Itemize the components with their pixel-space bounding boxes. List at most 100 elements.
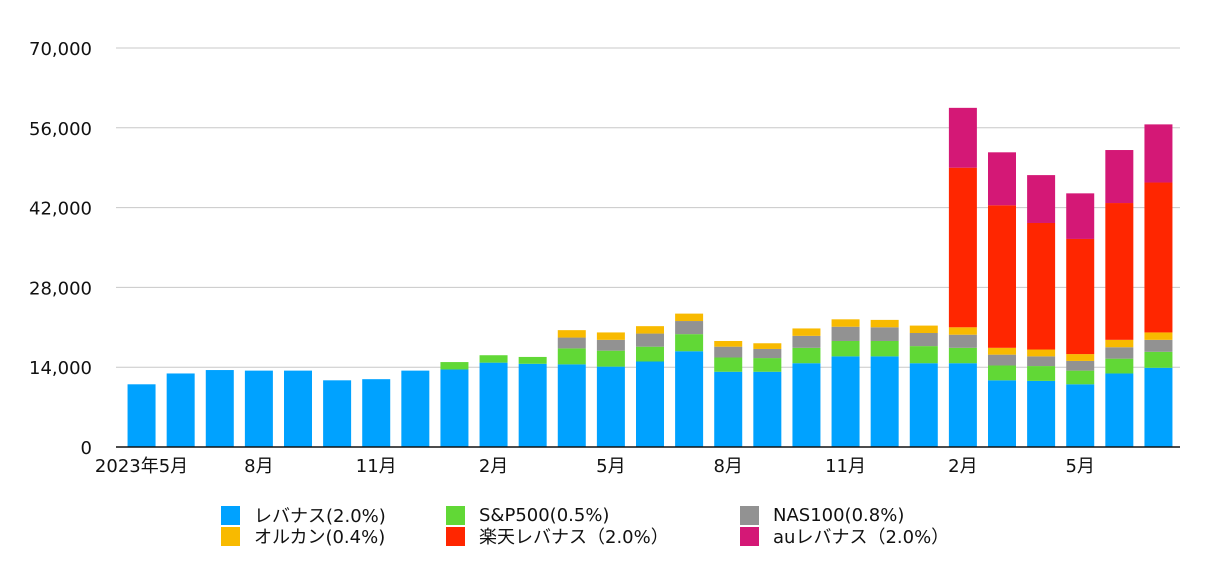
bar-segment-series-0 (909, 363, 938, 447)
x-tick-label: 8月 (244, 456, 273, 477)
bar-segment-series-0 (244, 370, 273, 447)
bar-segment-series-2 (596, 339, 625, 351)
bar-segment-series-1 (518, 356, 547, 364)
bar-segment-series-3 (909, 325, 938, 333)
bar-segment-series-2 (636, 333, 664, 347)
bar-segment-series-2 (753, 348, 782, 359)
y-axis-tick-labels: 0 14,000 28,000 42,000 56,000 70,000 (29, 39, 92, 459)
x-tick-label: 2023年5月 (95, 456, 188, 477)
bar-segment-series-2 (1105, 347, 1134, 359)
bar-segment-series-0 (362, 379, 391, 447)
bar-segment-series-1 (988, 365, 1016, 381)
y-tick-label: 56,000 (29, 119, 92, 140)
gridlines (116, 47, 1180, 368)
bar-segment-series-3 (870, 319, 899, 328)
bar-segment-series-3 (792, 328, 821, 336)
x-tick-label: 11月 (356, 456, 397, 477)
x-tick-label: 5月 (1065, 456, 1094, 477)
bar-segment-series-0 (596, 366, 625, 447)
bar-segment-series-5 (1144, 124, 1173, 183)
bar-segment-series-4 (1105, 203, 1134, 340)
bar-segment-series-4 (948, 167, 977, 328)
bar-segment-series-2 (1027, 356, 1056, 367)
x-tick-label: 8月 (713, 456, 742, 477)
bar-segment-series-0 (1105, 373, 1134, 447)
bar-segment-series-5 (948, 107, 977, 168)
bar-segment-series-1 (714, 357, 743, 372)
bar-segment-series-3 (1066, 354, 1095, 361)
y-tick-label: 28,000 (29, 278, 92, 299)
y-tick-label: 0 (81, 438, 92, 459)
bar-segment-series-2 (557, 337, 586, 349)
bar-segment-series-2 (792, 335, 821, 348)
bar-segment-series-0 (557, 364, 586, 447)
bar-segment-series-2 (714, 346, 743, 358)
bar-segment-series-4 (988, 205, 1016, 348)
bar-segment-series-0 (792, 363, 821, 447)
x-tick-label: 2月 (948, 456, 977, 477)
bar-segment-series-3 (753, 343, 782, 349)
bar-segment-series-2 (988, 354, 1016, 366)
bar-segment-series-1 (870, 340, 899, 357)
bar-segment-series-3 (675, 313, 704, 322)
bar-segment-series-0 (284, 370, 312, 447)
bar-segment-series-0 (948, 363, 977, 447)
bar-segment-series-5 (988, 152, 1016, 206)
bar-segment-series-2 (1066, 360, 1095, 371)
x-tick-label: 5月 (596, 456, 625, 477)
bar-segment-series-1 (792, 347, 821, 364)
bar-segment-series-0 (323, 380, 352, 447)
bar-segment-series-0 (166, 373, 195, 447)
bar-segment-series-0 (988, 380, 1016, 447)
bar-segment-series-0 (831, 356, 860, 447)
bar-segment-series-0 (440, 369, 469, 447)
bar-segment-series-1 (831, 340, 860, 357)
bar-segment-series-1 (1027, 366, 1056, 381)
y-tick-label: 42,000 (29, 199, 92, 220)
bar-segment-series-0 (870, 356, 899, 447)
x-tick-label: 11月 (825, 456, 866, 477)
bar-segment-series-0 (675, 351, 704, 447)
bar-segment-series-3 (557, 330, 586, 338)
bar-segment-series-3 (636, 326, 664, 334)
bar-segment-series-1 (440, 362, 469, 370)
bar-segment-series-1 (1066, 370, 1095, 385)
y-tick-label: 14,000 (29, 358, 92, 379)
bar-segment-series-1 (1144, 351, 1173, 368)
bar-segment-series-1 (636, 346, 664, 362)
bar-segment-series-0 (1027, 380, 1056, 447)
bar-segment-series-2 (1144, 339, 1173, 352)
bar-segment-series-5 (1027, 175, 1056, 223)
bar-segment-series-3 (1027, 349, 1056, 357)
bar-segment-series-1 (479, 355, 508, 363)
bar-segment-series-0 (1066, 384, 1095, 447)
bar-segment-series-3 (714, 340, 743, 347)
bar-segment-series-1 (1105, 358, 1134, 374)
bar-segment-series-0 (636, 361, 664, 447)
bar-segment-series-2 (948, 334, 977, 348)
bar-segment-series-3 (988, 347, 1016, 355)
bar-segment-series-4 (1066, 238, 1095, 355)
bar-segment-series-3 (596, 332, 625, 340)
bar-segment-series-0 (205, 370, 234, 447)
bar-segment-series-1 (596, 350, 625, 367)
bar-segment-series-0 (479, 362, 508, 447)
bar-segment-series-0 (127, 384, 156, 447)
bar-segment-series-1 (675, 334, 704, 352)
bar-segment-series-0 (1144, 367, 1173, 447)
bar-segment-series-1 (948, 347, 977, 364)
bar-segment-series-1 (753, 358, 782, 372)
bar-segment-series-1 (557, 348, 586, 365)
bar-segment-series-5 (1066, 193, 1095, 239)
bar-segment-series-0 (753, 371, 782, 447)
bars (127, 107, 1173, 447)
bar-segment-series-0 (714, 371, 743, 447)
bar-segment-series-4 (1027, 222, 1056, 350)
bar-segment-series-2 (909, 333, 938, 347)
bar-segment-series-5 (1105, 150, 1134, 204)
bar-segment-series-1 (909, 346, 938, 364)
x-tick-label: 2月 (479, 456, 508, 477)
bar-segment-series-3 (831, 319, 860, 327)
bar-segment-series-0 (518, 363, 547, 447)
